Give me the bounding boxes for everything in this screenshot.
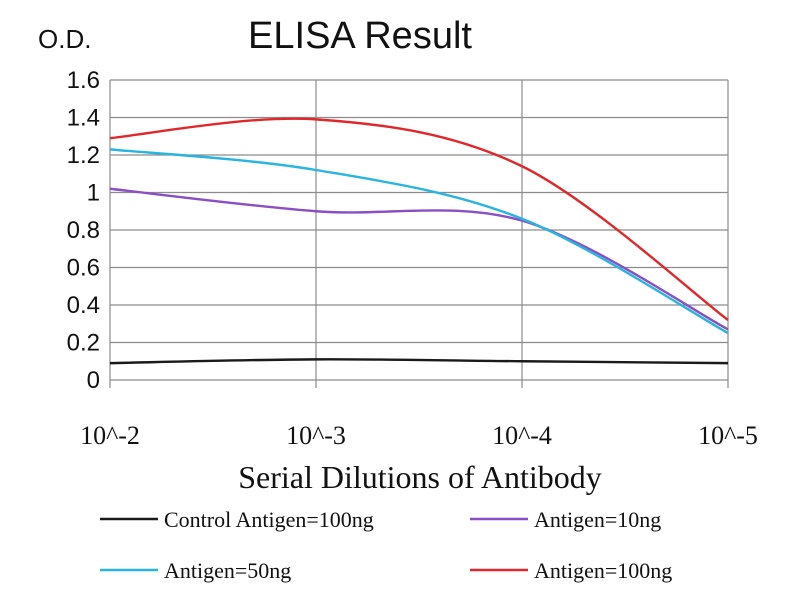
chart-title: ELISA Result: [248, 15, 472, 57]
x-tick-label: 10^-2: [80, 421, 140, 450]
grid: [109, 79, 729, 388]
series-line-0: [109, 358, 729, 365]
legend-label: Antigen=50ng: [164, 558, 291, 583]
y-tick-label: 1: [87, 180, 100, 207]
x-tick-label: 10^-3: [286, 421, 346, 450]
x-axis-label: Serial Dilutions of Antibody: [238, 459, 602, 495]
y-tick-label: 1.6: [67, 67, 100, 94]
y-tick-label: 0.2: [67, 330, 100, 357]
y-tick-label: 0.4: [67, 292, 100, 319]
y-tick-label: 1.4: [67, 105, 100, 132]
y-tick-labels: 0 0.2 0.4 0.6 0.8 1 1.2 1.4 1.6: [67, 67, 100, 394]
series-lines: [109, 117, 729, 365]
x-tick-label: 10^-5: [698, 421, 758, 450]
legend-label: Antigen=100ng: [534, 558, 672, 583]
y-tick-label: 0.6: [67, 255, 100, 282]
x-tick-labels: 10^-2 10^-3 10^-4 10^-5: [80, 421, 758, 450]
y-tick-label: 1.2: [67, 142, 100, 169]
series-line-3: [109, 117, 729, 321]
y-tick-label: 0: [87, 367, 100, 394]
legend-label: Control Antigen=100ng: [164, 507, 374, 532]
legend: Control Antigen=100ng Antigen=10ng Antigen…: [100, 507, 672, 583]
x-tick-label: 10^-4: [492, 421, 552, 450]
y-tick-label: 0.8: [67, 217, 100, 244]
legend-label: Antigen=10ng: [534, 507, 661, 532]
series-line-1: [109, 187, 729, 331]
y-axis-label: O.D.: [38, 24, 91, 54]
series-line-2: [109, 148, 729, 335]
